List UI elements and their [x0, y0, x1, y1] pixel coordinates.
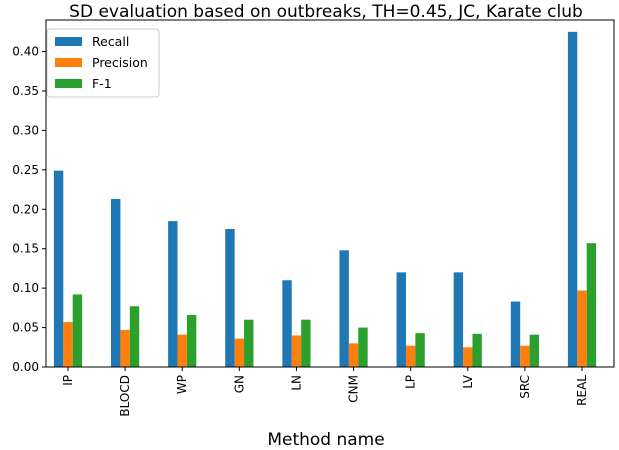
- y-tick-label: 0.10: [12, 281, 39, 295]
- bar-recall-lv: [453, 272, 464, 367]
- bar-recall-wp: [168, 221, 178, 367]
- bar-f-1-real: [586, 243, 597, 367]
- y-tick-label: 0.30: [12, 123, 39, 137]
- bar-group-ip: [53, 170, 83, 367]
- x-tick-label: LV: [461, 374, 475, 388]
- bar-precision-ln: [291, 335, 302, 367]
- bar-f-1-gn: [244, 319, 254, 367]
- x-tick-label: LP: [404, 375, 418, 389]
- legend-item-recall: Recall: [55, 34, 129, 49]
- bar-group-blocd: [111, 199, 140, 367]
- bar-f-1-lv: [472, 333, 482, 367]
- bar-recall-real: [567, 31, 578, 367]
- legend-swatch: [55, 79, 82, 88]
- bar-recall-lp: [396, 272, 406, 367]
- legend-label: Precision: [92, 55, 148, 70]
- bar-group-lp: [396, 272, 425, 367]
- legend-item-f-1: F-1: [55, 76, 112, 91]
- bar-f-1-src: [529, 334, 539, 367]
- bar-f-1-ln: [301, 319, 311, 367]
- y-tick-label: 0.35: [12, 84, 39, 98]
- bar-group-ln: [282, 280, 311, 367]
- x-tick-label: SRC: [518, 375, 532, 399]
- bar-precision-ip: [63, 322, 73, 367]
- bar-precision-lp: [405, 345, 416, 367]
- axes-frame: [45, 19, 615, 368]
- x-tick-label: CNM: [347, 375, 361, 403]
- x-tick-label: REAL: [575, 375, 589, 406]
- bar-recall-blocd: [111, 199, 121, 367]
- x-axis-label: Method name: [267, 430, 384, 450]
- bar-precision-wp: [177, 334, 187, 367]
- y-tick-label: 0.15: [12, 242, 39, 256]
- bar-group-cnm: [339, 250, 368, 367]
- bar-group-real: [567, 31, 597, 367]
- bar-f-1-cnm: [358, 327, 368, 367]
- bar-recall-ip: [53, 170, 64, 367]
- legend: Recall Precision F-1: [46, 28, 160, 98]
- y-tick-label: 0.40: [12, 45, 39, 59]
- bar-group-wp: [168, 221, 197, 367]
- x-tick-label: GN: [232, 375, 246, 393]
- y-tick-label: 0.05: [12, 321, 39, 335]
- legend-item-precision: Precision: [55, 55, 148, 70]
- bar-group-src: [510, 301, 539, 367]
- y-tick-label: 0.25: [12, 163, 39, 177]
- bar-precision-gn: [234, 338, 245, 367]
- bar-f-1-blocd: [129, 306, 140, 367]
- x-axis: IP BLOCD WP GN LN CNM LP LV SRC REAL: [61, 367, 589, 417]
- bar-recall-src: [510, 301, 521, 367]
- y-axis: 0.00 0.05 0.10 0.15 0.20 0.25 0.30 0.35 0.40: [12, 45, 46, 374]
- x-tick-label: WP: [175, 375, 189, 394]
- y-tick-label: 0.20: [12, 202, 39, 216]
- legend-swatch: [55, 37, 82, 46]
- x-tick-label: LN: [289, 375, 303, 391]
- bar-precision-src: [520, 345, 530, 367]
- bars-layer: [53, 31, 597, 367]
- bar-group-lv: [453, 272, 482, 367]
- chart-title: SD evaluation based on outbreaks, TH=0.4…: [69, 2, 583, 22]
- bar-f-1-lp: [415, 333, 425, 367]
- bar-recall-gn: [225, 228, 235, 367]
- bar-f-1-wp: [186, 314, 197, 367]
- bar-group-gn: [225, 228, 254, 367]
- bar-precision-blocd: [120, 329, 130, 367]
- x-tick-label: IP: [61, 375, 75, 386]
- legend-label: F-1: [92, 76, 112, 91]
- bar-precision-lv: [463, 347, 473, 367]
- bar-recall-ln: [282, 280, 292, 367]
- legend-swatch: [55, 58, 82, 67]
- bar-recall-cnm: [339, 250, 349, 367]
- bar-precision-cnm: [348, 343, 359, 367]
- y-tick-label: 0.00: [12, 360, 39, 374]
- bar-precision-real: [577, 290, 587, 367]
- legend-label: Recall: [92, 34, 129, 49]
- bar-f-1-ip: [72, 294, 83, 367]
- x-tick-label: BLOCD: [118, 375, 132, 417]
